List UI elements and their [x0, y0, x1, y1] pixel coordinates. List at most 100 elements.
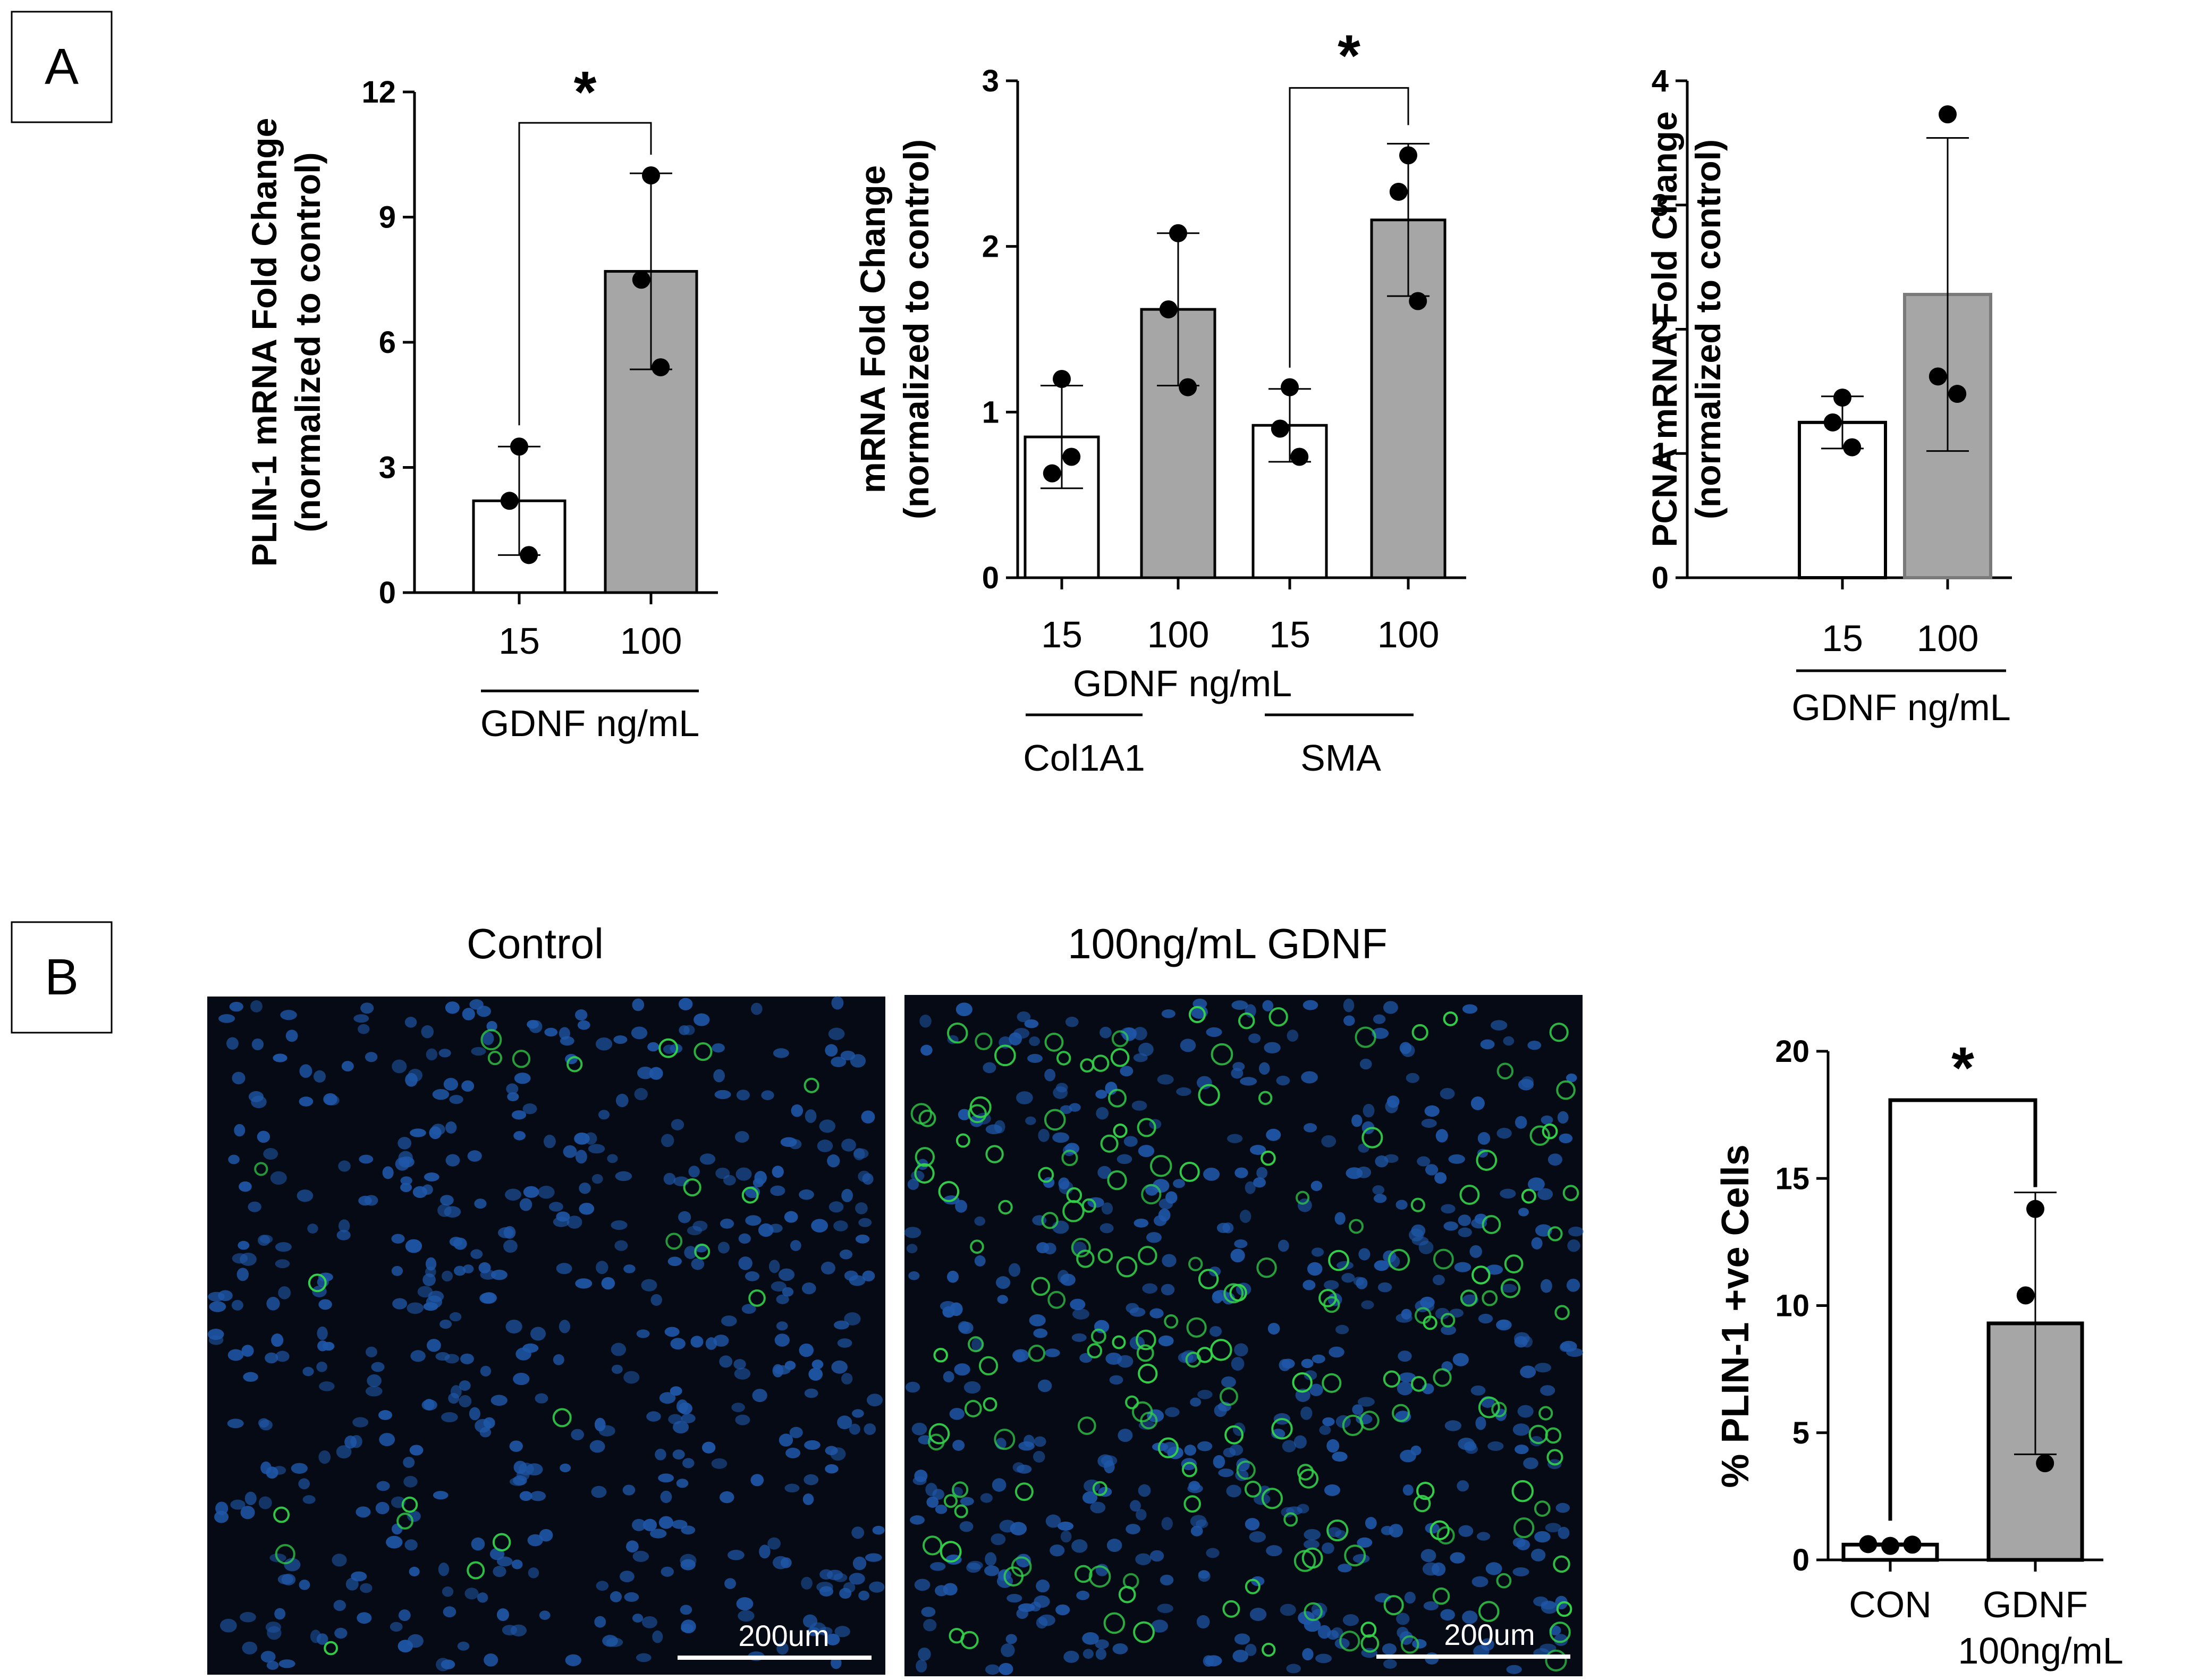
nucleus: [1534, 1531, 1551, 1543]
nucleus: [636, 1653, 652, 1662]
nucleus: [483, 1417, 495, 1429]
nucleus: [1149, 1550, 1164, 1562]
nucleus: [408, 1068, 422, 1082]
nucleus: [767, 1537, 781, 1550]
plin1-positive-cell: [994, 1429, 1016, 1450]
nucleus: [438, 1563, 450, 1576]
nucleus: [1025, 1116, 1036, 1125]
plin1-positive-cell: [1443, 1011, 1458, 1026]
nucleus: [637, 1066, 654, 1079]
plin1-positive-cell: [324, 1641, 338, 1656]
nucleus: [670, 1386, 682, 1396]
nucleus: [849, 1275, 866, 1286]
nucleus: [926, 1496, 939, 1508]
y-tick-label: 0: [1792, 1543, 1809, 1577]
subgroup-label: Col1A1: [1023, 737, 1145, 779]
nucleus: [1065, 1017, 1079, 1027]
nucleus: [1435, 1307, 1450, 1320]
nucleus: [375, 1501, 390, 1515]
nucleus: [1095, 1648, 1106, 1660]
control-image-title: Control: [467, 920, 604, 967]
nucleus: [841, 1138, 856, 1152]
nucleus: [513, 1131, 526, 1141]
nucleus: [1382, 1643, 1397, 1655]
nucleus: [275, 1350, 290, 1362]
nucleus: [426, 1048, 438, 1061]
nucleus: [559, 1027, 570, 1040]
plin1-positive-cell: [273, 1506, 290, 1523]
nucleus: [1515, 1116, 1527, 1129]
nucleus: [539, 1610, 551, 1620]
nucleus: [940, 1301, 956, 1312]
nucleus: [781, 1557, 792, 1568]
x-category-sublabel: 100ng/mL: [1958, 1630, 2123, 1671]
plin1-positive-cell: [1556, 1080, 1576, 1100]
plin1-positive-cell: [954, 1504, 968, 1518]
nucleus: [1100, 1223, 1114, 1234]
nucleus: [404, 1539, 418, 1551]
nucleus: [527, 1534, 543, 1547]
data-point: [2036, 1454, 2054, 1473]
nucleus: [1151, 1619, 1168, 1633]
nucleus: [1304, 1123, 1317, 1133]
nucleus: [1181, 1458, 1197, 1471]
nucleus: [258, 1496, 272, 1509]
nucleus: [218, 1014, 235, 1023]
nucleus: [275, 1259, 290, 1269]
chart-plin1: 0 3 6 9 12 PLIN-1 mRNA Fold Change (normalized…: [244, 60, 718, 744]
nucleus: [1245, 1643, 1257, 1656]
nucleus: [1517, 1405, 1534, 1418]
nucleus: [721, 1315, 737, 1327]
nucleus: [490, 1395, 508, 1406]
nucleus: [437, 1204, 452, 1217]
nucleus: [1044, 1069, 1056, 1082]
nucleus: [1476, 1532, 1491, 1541]
nucleus: [257, 1130, 270, 1143]
nucleus: [1457, 1480, 1469, 1492]
plin1-positive-cell: [308, 1273, 327, 1293]
control-scale-bar: 200um: [678, 1619, 872, 1660]
plin1-positive-cell: [1411, 1024, 1428, 1041]
nucleus: [596, 1261, 608, 1274]
plin1-positive-cell: [1256, 1257, 1277, 1278]
plin1-positive-cell: [1133, 1621, 1155, 1643]
nucleus: [828, 1201, 844, 1213]
nucleus: [1017, 1464, 1032, 1474]
nucleus: [506, 1083, 519, 1095]
nucleus: [376, 1481, 390, 1491]
nucleus: [1327, 1630, 1339, 1640]
nucleus: [1343, 998, 1355, 1012]
nucleus: [1007, 1593, 1022, 1603]
nucleus: [1058, 1270, 1069, 1284]
plin1-positive-cell: [480, 1029, 502, 1051]
nucleus: [1338, 1564, 1352, 1573]
data-point: [1929, 367, 1947, 386]
nucleus: [423, 1302, 438, 1311]
nucleus: [515, 1347, 531, 1361]
x-category-label: 100: [1917, 618, 1979, 659]
nucleus: [1383, 1001, 1398, 1014]
nucleus: [1013, 1028, 1030, 1039]
nucleus: [761, 1090, 774, 1100]
nucleus: [930, 1562, 946, 1571]
nucleus: [479, 1427, 492, 1438]
nucleus: [1001, 1643, 1015, 1657]
nucleus: [1033, 1328, 1048, 1338]
nucleus: [660, 1490, 672, 1503]
nucleus: [735, 1414, 750, 1425]
nucleus: [736, 1090, 750, 1101]
nucleus: [1234, 1633, 1250, 1645]
nucleus: [688, 1166, 700, 1178]
nucleus: [299, 1580, 310, 1590]
nucleus: [912, 1476, 927, 1485]
nucleus: [1101, 1202, 1113, 1215]
nucleus: [1351, 1114, 1363, 1127]
plin1-positive-cell: [946, 1023, 968, 1044]
data-point: [1903, 1535, 1922, 1554]
nucleus: [1095, 1639, 1109, 1649]
nucleus: [1450, 1552, 1465, 1564]
nucleus: [1206, 1027, 1222, 1037]
nucleus: [804, 1388, 818, 1398]
y-tick-label: 3: [379, 451, 396, 485]
nucleus: [519, 1491, 532, 1501]
